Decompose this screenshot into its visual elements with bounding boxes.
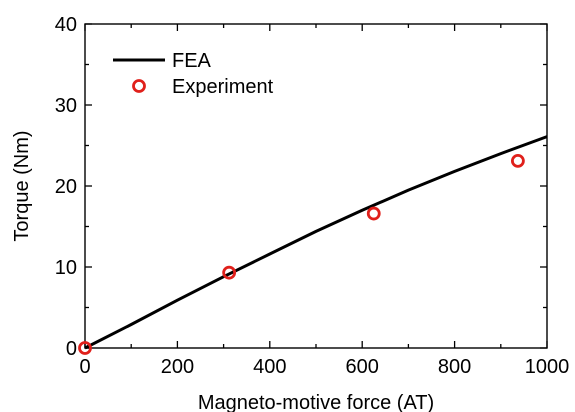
x-axis-label: Magneto-motive force (AT) [198,392,434,412]
y-tick-labels: 0 10 20 30 40 [55,14,77,360]
data-point-experiment [510,153,525,168]
data-point-experiment [222,265,237,280]
x-tick-label: 1000 [525,356,570,378]
y-tick-label: 30 [55,95,77,117]
x-tick-label: 800 [438,356,471,378]
x-tick-label: 600 [346,356,379,378]
x-tick-label: 400 [253,356,286,378]
x-tick-labels: 0 200 400 600 800 1000 [79,356,569,378]
series-line-fea [84,135,548,350]
y-tick-label: 20 [55,176,77,198]
legend: FEA Experiment [113,50,274,98]
data-point-experiment [366,206,381,221]
series-layer [78,135,548,355]
legend-label-experiment: Experiment [172,76,274,98]
x-tick-label: 0 [79,356,90,378]
y-tick-label: 0 [66,338,77,360]
y-axis-label: Torque (Nm) [11,130,33,241]
y-tick-label: 40 [55,14,77,36]
y-tick-label: 10 [55,257,77,279]
data-point-experiment [78,341,92,355]
x-tick-label: 200 [161,356,194,378]
plot-frame [84,23,548,349]
legend-marker-experiment [132,79,146,93]
axis-ticks [84,23,548,349]
legend-label-fea: FEA [172,50,212,72]
